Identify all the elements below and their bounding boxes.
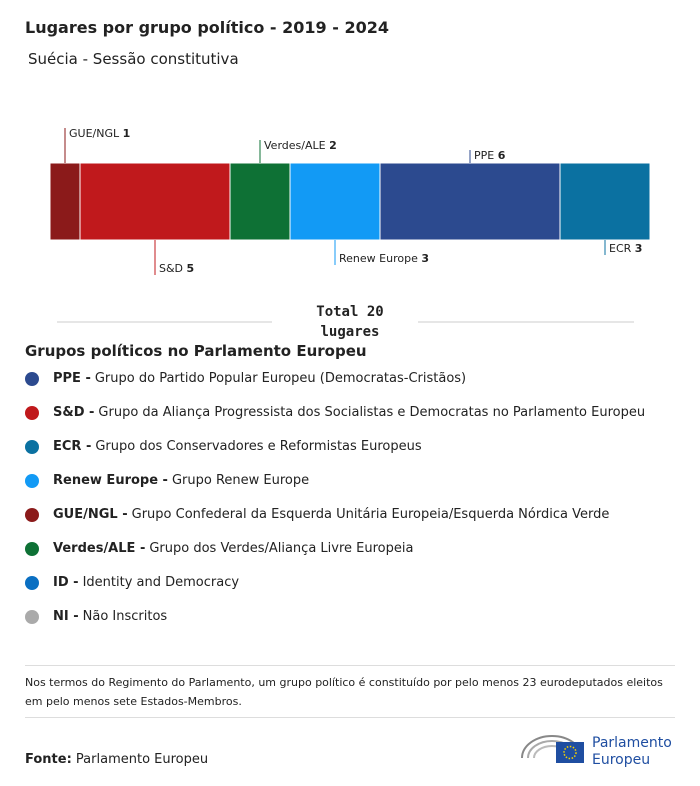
segment-value: 1 <box>123 127 131 140</box>
bar-segment <box>229 162 291 241</box>
legend-dot <box>25 541 39 556</box>
rule <box>25 717 675 718</box>
chart: GUE/NGL 1 S&D 5 Verdes/ALE 2 Renew Europe 3… <box>49 127 651 323</box>
legend-abbr: Verdes/ALE - <box>53 541 146 556</box>
segment-label: PPE 6 <box>474 149 506 162</box>
legend-item: NI - Não Inscritos <box>25 609 167 624</box>
legend-abbr: S&D - <box>53 405 95 420</box>
legend-dot <box>25 609 39 624</box>
segment-value: 6 <box>498 149 506 162</box>
source-text: Parlamento Europeu <box>75 752 209 767</box>
legend-item: Verdes/ALE - Grupo dos Verdes/Aliança Liv… <box>25 541 413 556</box>
legend-name: Grupo da Aliança Progressista dos Social… <box>98 405 646 420</box>
legend-name: Não Inscritos <box>82 609 168 624</box>
legend-abbr: Renew Europe - <box>53 473 168 488</box>
legend-abbr: GUE/NGL - <box>53 507 128 522</box>
legend-name: Grupo do Partido Popular Europeu (Democr… <box>94 371 467 386</box>
bar-segment <box>379 162 561 241</box>
legend-item: GUE/NGL - Grupo Confederal da Esquerda Un… <box>25 507 609 522</box>
source: Fonte: Parlamento Europeu <box>25 752 208 767</box>
legend-dot <box>25 371 39 386</box>
segment-value: 2 <box>329 139 337 152</box>
segment-name: Verdes/ALE <box>264 139 326 152</box>
title: Lugares por grupo político - 2019 - 2024 <box>25 18 389 37</box>
legend-item: Renew Europe - Grupo Renew Europe <box>25 473 309 488</box>
legend-dot <box>25 507 39 522</box>
logo-text: Parlamento Europeu <box>592 735 672 769</box>
segment-value: 5 <box>187 262 195 275</box>
segment-label: Verdes/ALE 2 <box>264 139 337 152</box>
bar-segment <box>289 162 381 241</box>
legend-dot <box>25 405 39 420</box>
segment-value: 3 <box>635 242 643 255</box>
legend-abbr: ECR - <box>53 439 92 454</box>
bar-segment <box>559 162 651 241</box>
segment-name: GUE/NGL <box>69 127 120 140</box>
segment-name: PPE <box>474 149 494 162</box>
legend-item: ID - Identity and Democracy <box>25 575 239 590</box>
segment-name: ECR <box>609 242 632 255</box>
segment-label: S&D 5 <box>159 262 194 275</box>
total: Total 20 lugares <box>270 302 430 342</box>
legend-item: PPE - Grupo do Partido Popular Europeu (D… <box>25 371 466 386</box>
legend-item: ECR - Grupo dos Conservadores e Reformist… <box>25 439 422 454</box>
legend-abbr: NI - <box>53 609 79 624</box>
logo-icon <box>521 735 584 763</box>
segment-label: Renew Europe 3 <box>339 252 429 265</box>
segment-label: ECR 3 <box>609 242 642 255</box>
legend-name: Grupo Renew Europe <box>171 473 310 488</box>
logo-line: Parlamento <box>592 735 672 751</box>
segment-label: GUE/NGL 1 <box>69 127 130 140</box>
legend-name: Grupo Confederal da Esquerda Unitária Eu… <box>131 507 610 522</box>
note: Nos termos do Regimento do Parlamento, u… <box>25 676 663 708</box>
legend-dot <box>25 575 39 590</box>
rule <box>25 665 675 666</box>
total-value: 20 <box>366 304 384 320</box>
total-prefix: Total <box>316 304 359 320</box>
bar-segment <box>79 162 231 241</box>
legend-name: Grupo dos Conservadores e Reformistas Eu… <box>95 439 422 454</box>
logo-line: Europeu <box>592 752 651 768</box>
legend-abbr: PPE - <box>53 371 91 386</box>
legend-name: Grupo dos Verdes/Aliança Livre Europeia <box>149 541 414 556</box>
legend-item: S&D - Grupo da Aliança Progressista dos S… <box>25 405 645 420</box>
total-suffix: lugares <box>320 324 380 340</box>
segment-name: S&D <box>159 262 183 275</box>
subtitle: Suécia - Sessão constitutiva <box>28 50 239 68</box>
bar-segment <box>49 162 81 241</box>
legend-title: Grupos políticos no Parlamento Europeu <box>25 342 367 360</box>
legend-dot <box>25 473 39 488</box>
segment-name: Renew Europe <box>339 252 418 265</box>
source-label: Fonte: <box>25 752 72 767</box>
legend-dot <box>25 439 39 454</box>
legend-name: Identity and Democracy <box>82 575 240 590</box>
legend-abbr: ID - <box>53 575 79 590</box>
segment-value: 3 <box>421 252 429 265</box>
